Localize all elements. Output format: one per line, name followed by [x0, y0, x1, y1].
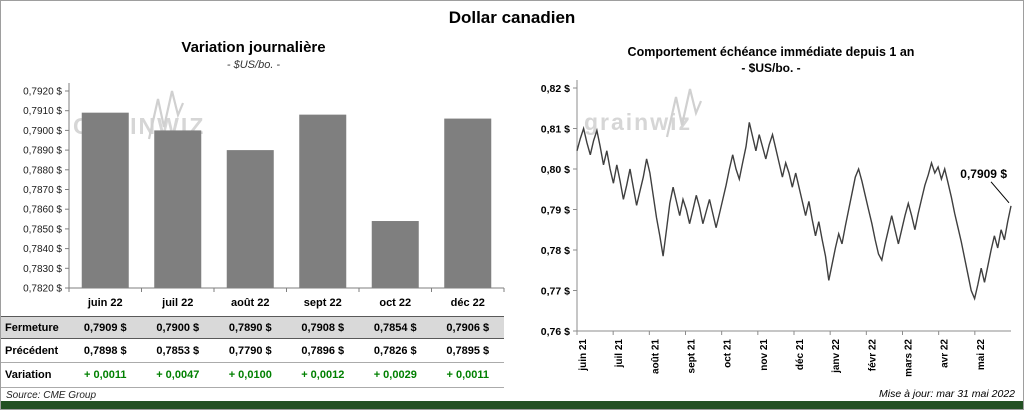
bar-y-tick-label: 0,7840 $	[23, 244, 62, 255]
category-label: juin 22	[87, 297, 123, 309]
right-chart-title: Comportement échéance immédiate depuis 1…	[627, 45, 915, 59]
table-cell: 0,7909 $	[83, 321, 127, 334]
line-x-tick-label: mars 22	[904, 339, 915, 377]
line-chart-svg: 0,82 $ 0,81 $ 0,80 $ 0,79 $ 0,78 $ 0,77 $ 0,76…	[541, 80, 1012, 377]
line-y-tick-label: 0,82 $	[541, 83, 570, 95]
table-cell: + 0,0100	[228, 369, 272, 381]
last-price-annotation: 0,7909 $	[960, 167, 1007, 181]
left-chart-subtitle: - $US/bo. -	[226, 59, 281, 71]
bar-y-tick-label: 0,7820 $	[23, 284, 62, 295]
table-cell: 0,7900 $	[156, 321, 200, 334]
table-cell: 0,7853 $	[156, 344, 200, 357]
row-label: Variation	[5, 369, 52, 381]
table-cell: + 0,0011	[83, 369, 127, 381]
row-label: Précédent	[5, 344, 59, 357]
line-y-tick-label: 0,78 $	[541, 245, 570, 257]
line-x-tick-label: août 21	[650, 339, 661, 374]
bar-y-tick-label: 0,7850 $	[23, 224, 62, 235]
line-x-tick-label: juin 21	[578, 339, 589, 372]
bar-y-tick-label: 0,7860 $	[23, 205, 62, 216]
row-label: Fermeture	[5, 321, 59, 334]
table-cell: 0,7890 $	[228, 321, 272, 334]
bar-y-tick-label: 0,7920 $	[23, 87, 62, 98]
table-cell: 0,7906 $	[446, 321, 490, 334]
line-x-tick-label: déc 21	[795, 339, 806, 371]
table-cell: 0,7896 $	[301, 344, 345, 357]
category-label: déc 22	[450, 297, 485, 309]
source-note: Source: CME Group	[6, 390, 97, 401]
table-cell: + 0,0012	[301, 369, 345, 381]
table-cell: 0,7790 $	[228, 344, 272, 357]
bar-y-tick-label: 0,7880 $	[23, 165, 62, 176]
bar-oct 22	[371, 221, 419, 288]
watermark-squiggle-icon	[147, 90, 185, 140]
table-row-precedent: Précédent 0,7898 $ 0,7853 $ 0,7790 $ 0,7896 …	[1, 339, 504, 363]
line-y-tick-label: 0,80 $	[541, 164, 570, 176]
bar-juin 22	[81, 112, 129, 288]
line-y-tick-label: 0,77 $	[541, 286, 570, 298]
line-x-tick-label: sept 21	[687, 339, 698, 374]
table-cell: 0,7908 $	[301, 321, 345, 334]
line-x-tick-label: oct 21	[723, 339, 734, 368]
bottom-accent-bar	[1, 401, 1023, 409]
bar-y-tick-label: 0,7910 $	[23, 106, 62, 117]
bar-category-row: juin 22 juil 22 août 22 sept 22 oct 22 déc 22	[1, 293, 504, 314]
table-cell: + 0,0047	[156, 369, 200, 381]
table-row-fermeture: Fermeture 0,7909 $ 0,7900 $ 0,7890 $ 0,7908 …	[1, 316, 504, 339]
category-label: août 22	[230, 297, 270, 309]
bar-juil 22	[154, 130, 202, 288]
left-chart-title: Variation journalière	[181, 39, 326, 56]
table-cell: 0,7895 $	[446, 344, 490, 357]
table-cell: + 0,0011	[446, 369, 490, 381]
line-y-tick-label: 0,76 $	[541, 326, 570, 338]
category-label: juil 22	[162, 297, 194, 309]
line-x-tick-label: mai 22	[976, 339, 987, 371]
table-row-variation: Variation + 0,0011 + 0,0047 + 0,0100 + 0,001…	[1, 363, 504, 388]
bar-déc 22	[444, 118, 492, 288]
line-x-tick-label: nov 21	[759, 339, 770, 371]
line-x-tick-label: avr 22	[940, 339, 951, 368]
bar-y-tick-label: 0,7830 $	[23, 264, 62, 275]
bar-sept 22	[299, 114, 347, 288]
price-line	[576, 122, 1012, 301]
page-title: Dollar canadien	[448, 8, 576, 27]
line-y-tick-label: 0,79 $	[541, 205, 570, 217]
line-x-tick-label: juil 21	[614, 339, 625, 369]
bar-y-tick-label: 0,7900 $	[23, 126, 62, 137]
category-label: sept 22	[303, 297, 342, 309]
bar-y-tick-label: 0,7870 $	[23, 185, 62, 196]
bar-y-tick-label: 0,7890 $	[23, 146, 62, 157]
line-y-tick-label: 0,81 $	[541, 124, 570, 136]
table-cell: 0,7854 $	[373, 321, 417, 334]
bar-août 22	[226, 150, 274, 288]
table-cell: 0,7826 $	[373, 344, 417, 357]
line-x-tick-label: janv 22	[831, 339, 842, 374]
summary-table: Fermeture 0,7909 $ 0,7900 $ 0,7890 $ 0,7908 …	[1, 316, 504, 388]
watermark-squiggle-icon	[665, 88, 703, 138]
update-note: Mise à jour: mar 31 mai 2022	[879, 388, 1015, 400]
table-cell: 0,7898 $	[83, 344, 127, 357]
line-x-tick-label: févr 22	[867, 339, 878, 372]
table-cell: + 0,0029	[373, 369, 417, 381]
bar-chart-svg: 0,7920 $ 0,7910 $ 0,7900 $ 0,7890 $ 0,7880 $…	[23, 83, 505, 295]
right-chart-subtitle: - $US/bo. -	[741, 61, 801, 75]
category-spacer	[1, 293, 69, 314]
category-label: oct 22	[379, 297, 412, 309]
